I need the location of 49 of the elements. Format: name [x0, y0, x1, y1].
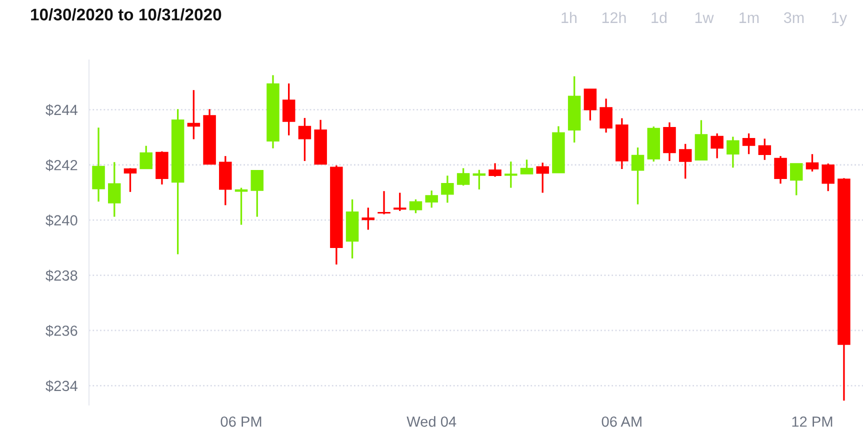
candlestick	[409, 198, 422, 214]
candlestick	[758, 138, 772, 161]
x-tick-label: 12 PM	[792, 416, 832, 427]
candlestick	[536, 162, 549, 194]
candlestick	[124, 167, 137, 193]
candlestick	[441, 174, 454, 204]
text: 1m	[740, 12, 759, 23]
x-tick-label: 06 PM	[220, 416, 262, 427]
text: 1d	[652, 12, 667, 24]
candlestick	[520, 158, 534, 175]
candlestick	[504, 160, 518, 189]
text: 12h	[602, 12, 626, 23]
candlestick	[631, 146, 644, 206]
candlestick	[678, 143, 692, 180]
text: 1h	[562, 12, 577, 23]
y-tick-label: $240	[46, 214, 78, 226]
y-tick-label: $234	[46, 380, 78, 392]
candlestick	[790, 162, 803, 196]
candlestick	[298, 117, 312, 162]
candlestick	[425, 190, 438, 208]
candlestick	[456, 167, 470, 186]
candlestick	[774, 155, 787, 184]
y-tick-label: $242	[46, 159, 78, 172]
candlestick	[282, 82, 296, 136]
candlestick	[584, 88, 597, 122]
x-tick-label: Wed 04	[406, 416, 456, 427]
candlestick	[600, 98, 612, 134]
chart-title: 10/30/2020 to 10/31/2020	[31, 8, 222, 21]
candlestick	[187, 89, 200, 140]
candlestick	[108, 161, 121, 218]
candlestick	[250, 170, 264, 218]
candlestick	[140, 145, 152, 170]
candlestick	[806, 153, 819, 172]
candlestick	[742, 132, 756, 155]
candlestick	[726, 136, 740, 168]
text: 3m	[784, 12, 804, 24]
x-tick-label: 06 AM	[602, 416, 642, 427]
candlestick	[378, 190, 390, 216]
text: 1y	[832, 12, 848, 26]
y-tick-label: $238	[46, 270, 78, 282]
candlestick	[710, 132, 724, 160]
y-tick-label: $244	[46, 104, 78, 116]
text: 1w	[695, 12, 714, 23]
candlestick	[393, 192, 406, 212]
candlestick	[362, 206, 375, 231]
candlestick	[822, 162, 834, 192]
candlestick	[92, 126, 105, 202]
y-tick-label: $236	[46, 324, 78, 337]
candlestick	[488, 162, 502, 178]
